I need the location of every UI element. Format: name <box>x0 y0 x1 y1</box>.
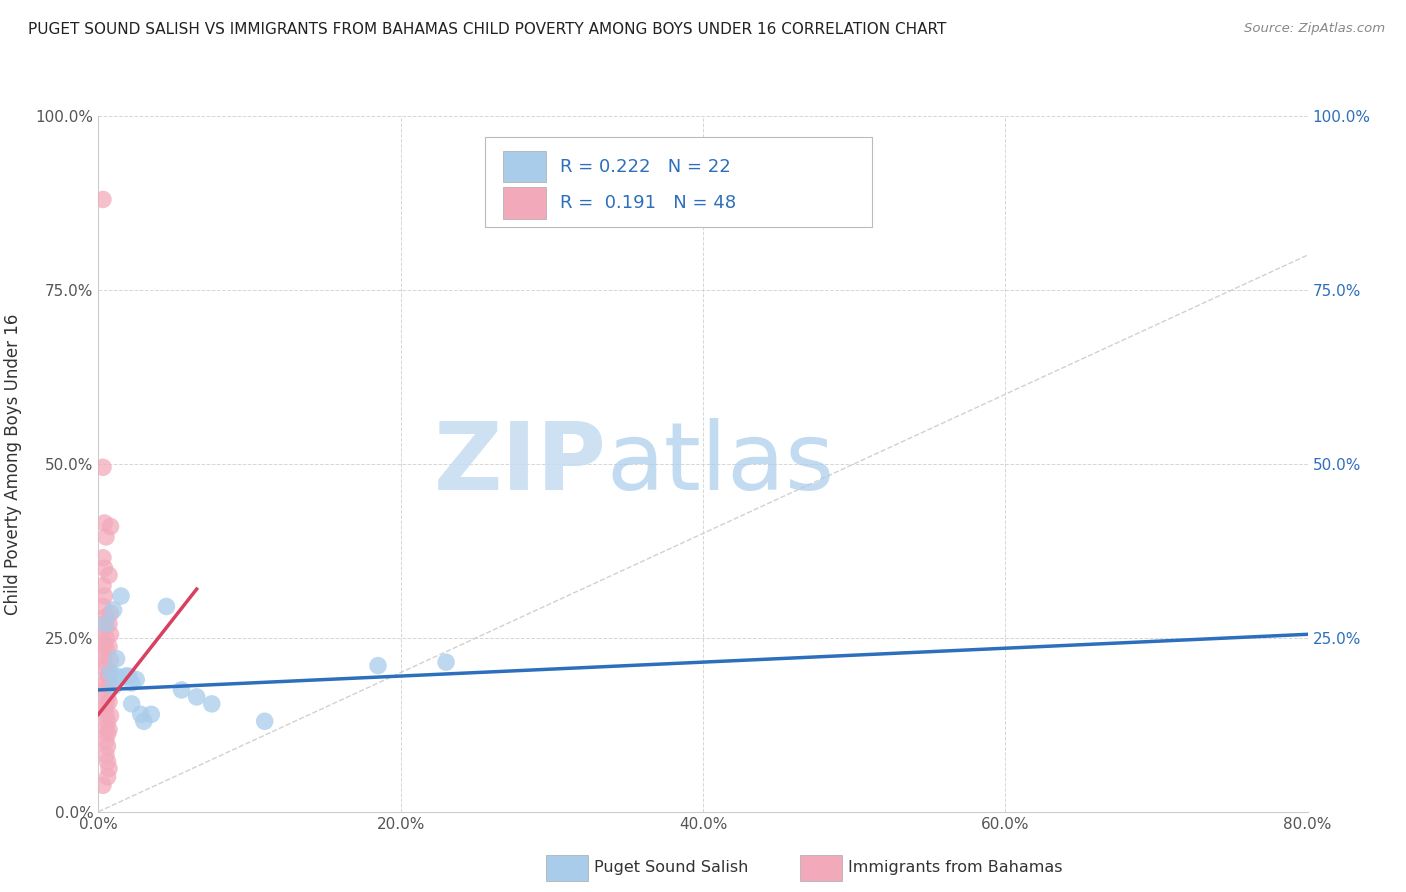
Point <box>96 714 118 729</box>
Point <box>105 669 128 683</box>
Point <box>96 727 118 741</box>
Point <box>94 733 117 747</box>
Point <box>129 707 152 722</box>
Point <box>367 658 389 673</box>
Point <box>100 607 122 621</box>
Point <box>98 695 121 709</box>
Point <box>132 714 155 729</box>
Point <box>141 707 163 722</box>
Point <box>94 707 117 722</box>
Point <box>94 747 117 762</box>
Point <box>94 631 117 645</box>
Bar <box>800 855 842 881</box>
Text: Immigrants from Bahamas: Immigrants from Bahamas <box>848 860 1063 875</box>
Text: ZIP: ZIP <box>433 417 606 510</box>
Point <box>96 669 118 683</box>
Point <box>98 640 121 654</box>
Point <box>186 690 208 704</box>
Point <box>434 655 457 669</box>
Point <box>91 550 114 565</box>
Point <box>96 770 118 784</box>
Point <box>93 638 115 652</box>
Point <box>121 676 143 690</box>
Point <box>91 624 114 638</box>
Point <box>100 681 122 695</box>
Point <box>170 683 193 698</box>
Point <box>93 683 115 698</box>
Text: Source: ZipAtlas.com: Source: ZipAtlas.com <box>1244 22 1385 36</box>
Point <box>96 755 118 769</box>
Point <box>93 516 115 530</box>
Point <box>94 721 117 735</box>
Point <box>121 697 143 711</box>
Point <box>96 739 118 754</box>
Point <box>98 568 121 582</box>
Y-axis label: Child Poverty Among Boys Under 16: Child Poverty Among Boys Under 16 <box>4 313 21 615</box>
Point <box>100 627 122 641</box>
Point <box>94 676 117 690</box>
Point <box>96 690 118 704</box>
Point <box>94 530 117 544</box>
Point <box>91 778 114 792</box>
Point <box>103 680 125 694</box>
Point <box>93 655 115 669</box>
Point <box>253 714 276 729</box>
Point <box>93 702 115 716</box>
Point <box>105 651 128 665</box>
Point <box>98 616 121 631</box>
Text: R =  0.191   N = 48: R = 0.191 N = 48 <box>561 194 737 212</box>
Point <box>100 708 122 723</box>
Point <box>94 641 117 656</box>
Point <box>125 673 148 687</box>
Text: atlas: atlas <box>606 417 835 510</box>
Point <box>201 697 224 711</box>
Point <box>91 460 114 475</box>
Point <box>103 603 125 617</box>
Point <box>94 697 117 711</box>
Point <box>100 665 122 680</box>
Bar <box>503 187 546 219</box>
Point <box>110 589 132 603</box>
Point <box>100 519 122 533</box>
Point <box>118 669 141 683</box>
Point <box>91 193 114 207</box>
Point <box>91 578 114 592</box>
Point <box>98 669 121 683</box>
Point <box>93 561 115 575</box>
Text: R = 0.222   N = 22: R = 0.222 N = 22 <box>561 158 731 176</box>
Point <box>93 616 115 631</box>
Point <box>94 616 117 631</box>
Text: Puget Sound Salish: Puget Sound Salish <box>595 860 748 875</box>
Point <box>98 762 121 776</box>
Point <box>94 610 117 624</box>
Point <box>94 662 117 676</box>
Point <box>91 648 114 662</box>
Point <box>91 599 114 614</box>
Point <box>98 723 121 737</box>
Bar <box>546 855 588 881</box>
Point <box>98 667 121 681</box>
FancyBboxPatch shape <box>485 136 872 227</box>
Bar <box>503 151 546 182</box>
Point <box>114 669 136 683</box>
Point <box>93 589 115 603</box>
Point <box>100 653 122 667</box>
Text: PUGET SOUND SALISH VS IMMIGRANTS FROM BAHAMAS CHILD POVERTY AMONG BOYS UNDER 16 : PUGET SOUND SALISH VS IMMIGRANTS FROM BA… <box>28 22 946 37</box>
Point <box>155 599 177 614</box>
